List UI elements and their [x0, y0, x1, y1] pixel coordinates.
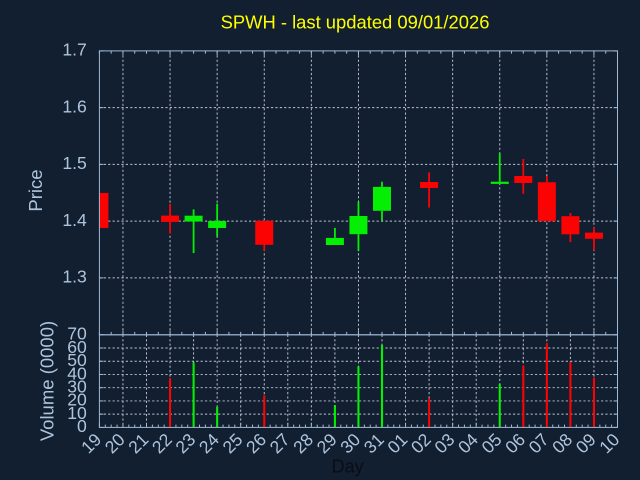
svg-text:50: 50	[67, 350, 87, 370]
svg-text:SPWH - last updated 09/01/2026: SPWH - last updated 09/01/2026	[221, 12, 490, 33]
svg-text:1.5: 1.5	[62, 153, 87, 173]
svg-text:1.7: 1.7	[62, 40, 86, 60]
svg-text:Price: Price	[25, 169, 46, 211]
svg-text:20: 20	[67, 390, 87, 410]
svg-text:Day: Day	[332, 456, 364, 476]
svg-text:70: 70	[67, 324, 87, 344]
svg-text:1.4: 1.4	[62, 210, 87, 230]
svg-text:10: 10	[67, 403, 87, 423]
svg-text:0: 0	[77, 416, 87, 436]
svg-text:1.6: 1.6	[62, 96, 87, 116]
svg-text:1.3: 1.3	[62, 267, 87, 287]
svg-text:Volume (0000): Volume (0000)	[37, 321, 58, 441]
svg-text:30: 30	[67, 377, 87, 397]
svg-text:60: 60	[67, 337, 87, 357]
svg-text:40: 40	[67, 363, 87, 383]
